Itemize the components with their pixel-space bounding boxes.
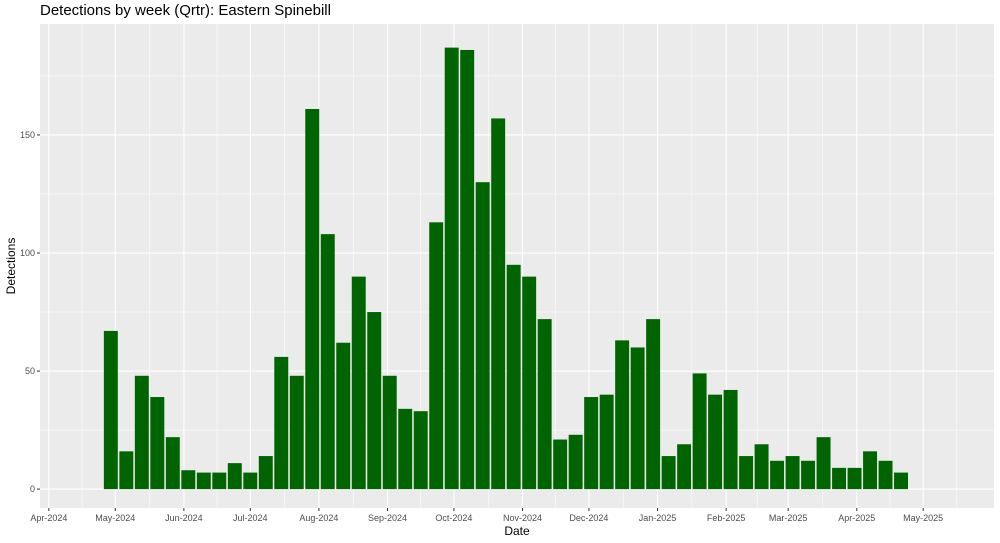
bar (785, 456, 800, 490)
x-axis: Apr-2024 May-2024 Jun-2024 Jul-2024 Aug-2024… (30, 508, 943, 523)
x-tick-label: Jun-2024 (165, 513, 203, 523)
grid-x (48, 24, 957, 508)
x-tick-label: Sep-2024 (368, 513, 407, 523)
bar (320, 234, 335, 490)
bar (661, 456, 676, 490)
bar (847, 467, 862, 490)
bar (832, 467, 847, 490)
bar (816, 437, 831, 490)
bar (351, 276, 366, 490)
x-tick-label: Apr-2025 (838, 513, 875, 523)
bar (754, 444, 769, 490)
bar (227, 463, 242, 490)
bar (475, 182, 490, 490)
bar (739, 456, 754, 490)
bar (460, 49, 475, 490)
bar (398, 408, 413, 490)
x-tick-label: Jul-2024 (233, 513, 268, 523)
bar (537, 319, 552, 490)
chart-title: Detections by week (Qrtr): Eastern Spine… (40, 2, 331, 19)
y-axis: 0 50 100 150 (20, 130, 40, 494)
x-tick-label: Jan-2025 (639, 513, 677, 523)
x-tick-label: Oct-2024 (435, 513, 472, 523)
bar (289, 375, 304, 490)
bar (522, 276, 537, 490)
bar (708, 394, 723, 490)
bar (444, 47, 459, 490)
x-tick-label: May-2025 (903, 513, 943, 523)
bar (568, 434, 583, 490)
bar (491, 118, 506, 490)
bar (103, 330, 118, 490)
bar (692, 373, 707, 490)
bar (506, 264, 521, 490)
bar (615, 340, 630, 490)
bar (243, 472, 258, 490)
y-axis-title: Detections (4, 238, 18, 295)
bar (181, 470, 196, 490)
bar (196, 472, 211, 490)
y-tick-label: 150 (20, 130, 35, 140)
bar (429, 222, 444, 490)
bar (677, 444, 692, 490)
bar (336, 342, 351, 490)
bar (367, 312, 382, 490)
bar (553, 439, 568, 490)
bar (878, 460, 893, 490)
x-tick-label: Dec-2024 (569, 513, 608, 523)
bar (863, 451, 878, 490)
bar (630, 347, 645, 490)
bar (134, 375, 149, 490)
y-tick-label: 50 (25, 366, 35, 376)
y-tick-label: 0 (30, 484, 35, 494)
bar (165, 437, 180, 490)
bar (646, 319, 661, 490)
x-tick-label: Nov-2024 (503, 513, 542, 523)
y-tick-label: 100 (20, 248, 35, 258)
bar (305, 108, 320, 490)
bar (770, 460, 785, 490)
x-tick-label: Feb-2025 (707, 513, 746, 523)
bar (150, 397, 165, 490)
x-axis-title: Date (504, 524, 530, 538)
bar (599, 394, 614, 490)
x-tick-label: May-2024 (95, 513, 135, 523)
bar (894, 472, 909, 490)
bar (584, 397, 599, 490)
bars (103, 47, 909, 490)
bar (801, 460, 816, 490)
x-tick-label: Mar-2025 (769, 513, 808, 523)
bar (413, 411, 428, 490)
bar (119, 451, 134, 490)
bar (212, 472, 227, 490)
bar (274, 356, 289, 490)
x-tick-label: Apr-2024 (30, 513, 67, 523)
bar (382, 375, 397, 490)
bar (258, 456, 273, 490)
bar (723, 389, 738, 490)
x-tick-label: Aug-2024 (299, 513, 338, 523)
